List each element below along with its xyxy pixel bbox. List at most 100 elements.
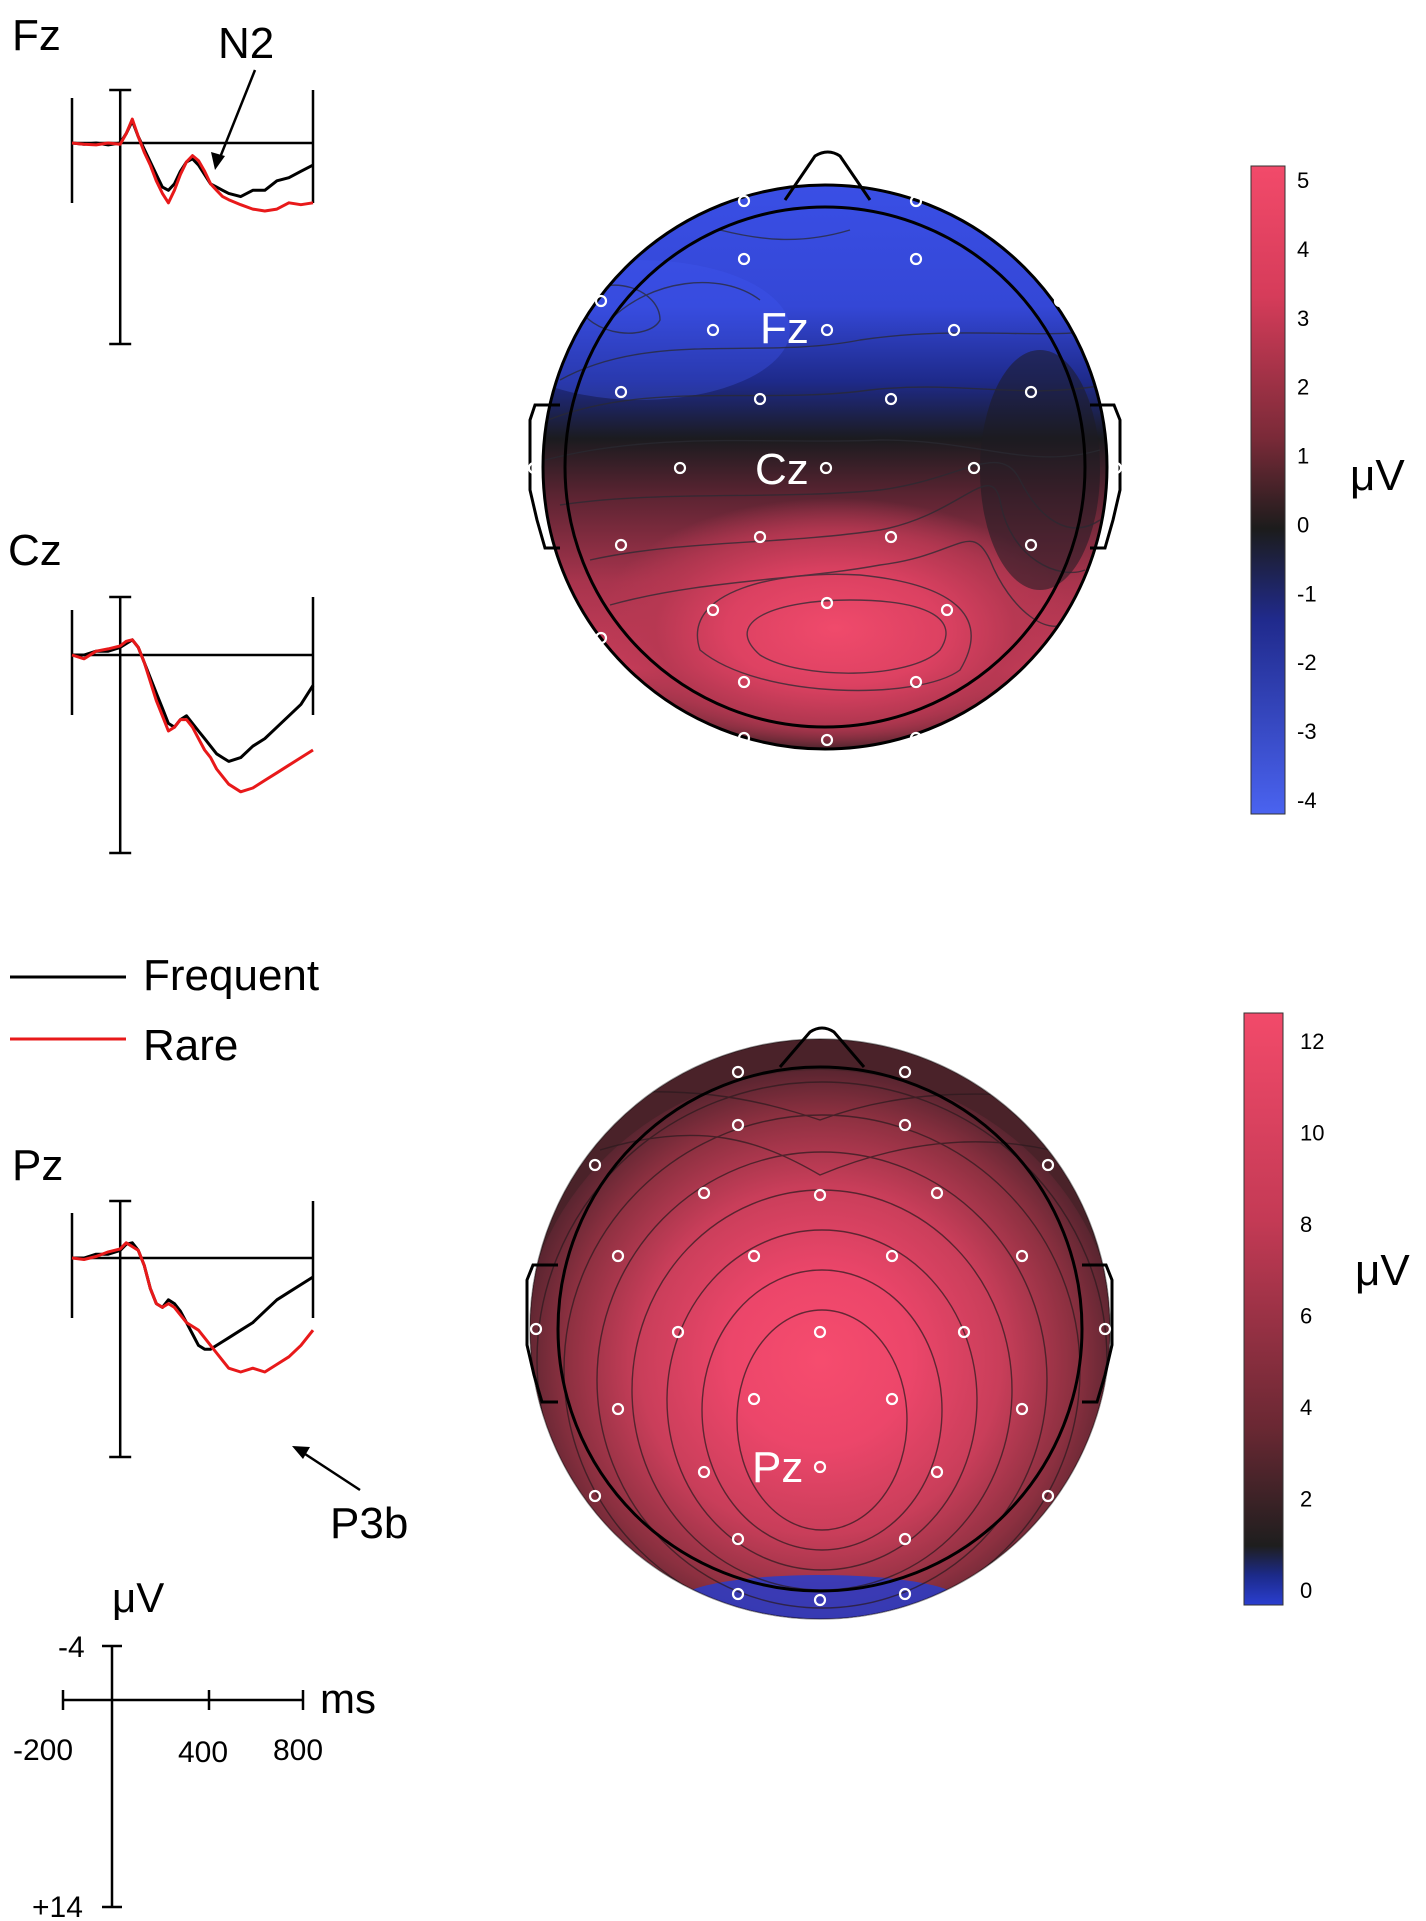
electrode-marker-top <box>737 731 751 745</box>
colorbar-tick-label-top: -2 <box>1297 650 1317 675</box>
colorbar-unit-top: μV <box>1350 451 1405 500</box>
colorbar-tick-label-top: -3 <box>1297 719 1317 744</box>
head-outline-top <box>541 183 1109 751</box>
electrode-marker-top <box>940 603 954 617</box>
erp-series-rare <box>71 117 314 213</box>
erp-series-frequent <box>72 638 315 763</box>
colorbar-tick-label-bottom: 8 <box>1300 1212 1312 1237</box>
legend: Frequent Rare <box>10 951 319 1070</box>
erp-panels <box>70 88 315 1459</box>
colorbar-tick-label-bottom: 4 <box>1300 1395 1312 1420</box>
electrode-marker-top <box>673 461 687 475</box>
scale-x-unit: ms <box>320 1675 376 1722</box>
scale-y-top-label: -4 <box>58 1631 85 1664</box>
electrode-marker-top <box>706 603 720 617</box>
electrode-markers-bottom <box>529 1065 1112 1607</box>
electrode-marker-top <box>1109 461 1123 475</box>
electrode-marker-top <box>706 323 720 337</box>
channel-label-fz: Fz <box>12 11 61 60</box>
colorbar-top: 5 4 3 2 1 0 -1 -2 -3 -4 μV <box>1250 165 1405 815</box>
colorbar-tick-label-top: -4 <box>1297 788 1317 813</box>
colorbar-tick-label-bottom: 6 <box>1300 1304 1312 1329</box>
electrode-marker-top <box>947 323 961 337</box>
colorbar-tick-label-bottom: 10 <box>1300 1121 1324 1146</box>
electrode-label-pz: Pz <box>752 1443 803 1492</box>
electrode-marker-bottom <box>697 1186 711 1200</box>
electrode-marker-top <box>820 596 834 610</box>
electrode-marker-top <box>614 385 628 399</box>
electrode-marker-top <box>884 392 898 406</box>
electrode-marker-bottom <box>731 1532 745 1546</box>
colorbar-bottom: 12 10 8 6 4 2 0 μV <box>1243 1012 1410 1606</box>
electrode-marker-bottom <box>930 1465 944 1479</box>
electrode-marker-bottom <box>747 1392 761 1406</box>
nose-bottom <box>778 1026 866 1068</box>
electrode-marker-top <box>909 194 923 208</box>
electrode-marker-top <box>527 461 541 475</box>
electrode-marker-bottom <box>813 1460 827 1474</box>
electrode-marker-bottom <box>529 1322 543 1336</box>
electrode-markers-top <box>527 194 1123 747</box>
electrode-marker-bottom <box>588 1489 602 1503</box>
erp-panel-cz <box>70 595 315 855</box>
colorbar-tick-label-top: 1 <box>1297 444 1309 469</box>
electrode-marker-top <box>753 530 767 544</box>
electrode-marker-bottom <box>588 1158 602 1172</box>
scale-x-label-800: 800 <box>273 1734 323 1767</box>
channel-label-cz: Cz <box>8 526 62 575</box>
electrode-label-fz: Fz <box>760 304 809 353</box>
electrode-marker-top <box>909 252 923 266</box>
topomap-top: Fz Cz <box>527 150 1123 751</box>
electrode-marker-bottom <box>957 1325 971 1339</box>
electrode-marker-top <box>909 731 923 745</box>
electrode-marker-bottom <box>898 1118 912 1132</box>
topomap-bottom: Pz <box>525 1026 1114 1620</box>
electrode-marker-top <box>594 294 608 308</box>
electrode-marker-top <box>1053 631 1067 645</box>
electrode-marker-bottom <box>731 1587 745 1601</box>
colorbar-tick-label-bottom: 12 <box>1300 1029 1324 1054</box>
erp-series-frequent <box>71 119 314 199</box>
electrode-marker-bottom <box>813 1188 827 1202</box>
electrode-marker-top <box>753 392 767 406</box>
ear-left-top <box>528 403 560 550</box>
electrode-marker-bottom <box>885 1392 899 1406</box>
legend-frequent-label: Frequent <box>143 951 319 1000</box>
electrode-label-cz: Cz <box>755 445 809 494</box>
electrode-marker-top <box>967 461 981 475</box>
electrode-marker-bottom <box>731 1065 745 1079</box>
electrode-marker-bottom <box>898 1532 912 1546</box>
electrode-marker-bottom <box>731 1118 745 1132</box>
electrode-marker-bottom <box>898 1065 912 1079</box>
electrode-marker-bottom <box>747 1249 761 1263</box>
electrode-marker-top <box>737 675 751 689</box>
electrode-marker-bottom <box>1015 1402 1029 1416</box>
colorbar-tick-label-bottom: 2 <box>1300 1487 1312 1512</box>
colorbar-tick-label-top: 4 <box>1297 237 1309 262</box>
electrode-marker-bottom <box>611 1249 625 1263</box>
electrode-marker-bottom <box>1015 1249 1029 1263</box>
electrode-marker-top <box>737 194 751 208</box>
nose-top <box>783 150 872 201</box>
colorbar-tick-label-top: 5 <box>1297 168 1309 193</box>
electrode-marker-top <box>1053 294 1067 308</box>
electrode-marker-top <box>820 733 834 747</box>
electrode-marker-top <box>1024 538 1038 552</box>
electrode-marker-bottom <box>611 1402 625 1416</box>
electrode-marker-bottom <box>697 1465 711 1479</box>
scale-bar: μV -4 +14 ms -200 400 800 <box>13 1574 376 1921</box>
electrode-marker-top <box>884 530 898 544</box>
n2-arrow <box>211 69 257 170</box>
n2-annotation: N2 <box>218 19 274 68</box>
colorbar-tick-label-top: -1 <box>1297 581 1317 606</box>
electrode-marker-top <box>594 631 608 645</box>
p3b-arrow <box>292 1446 361 1492</box>
erp-series-rare <box>71 1241 315 1374</box>
scale-x-label-400: 400 <box>178 1736 228 1769</box>
colorbar-unit-bottom: μV <box>1355 1246 1410 1295</box>
scale-x-label-neg200: -200 <box>13 1734 73 1767</box>
electrode-marker-bottom <box>813 1325 827 1339</box>
electrode-marker-top <box>1024 385 1038 399</box>
erp-panel-pz <box>70 1199 315 1459</box>
